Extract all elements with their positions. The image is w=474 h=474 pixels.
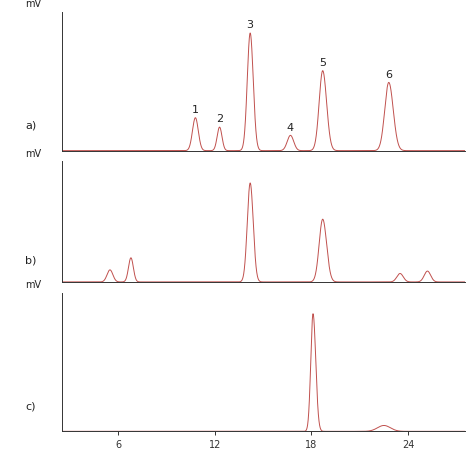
Text: mV: mV [26,280,42,290]
Text: 1: 1 [192,105,199,115]
Text: a): a) [26,121,36,131]
Text: c): c) [26,401,36,411]
Text: mV: mV [26,0,42,9]
Text: mV: mV [26,149,42,159]
Text: 4: 4 [287,123,294,133]
Text: b): b) [26,255,36,265]
Text: 6: 6 [385,70,392,80]
Text: 5: 5 [319,58,326,68]
Text: 2: 2 [216,114,223,124]
Text: 3: 3 [246,20,254,30]
